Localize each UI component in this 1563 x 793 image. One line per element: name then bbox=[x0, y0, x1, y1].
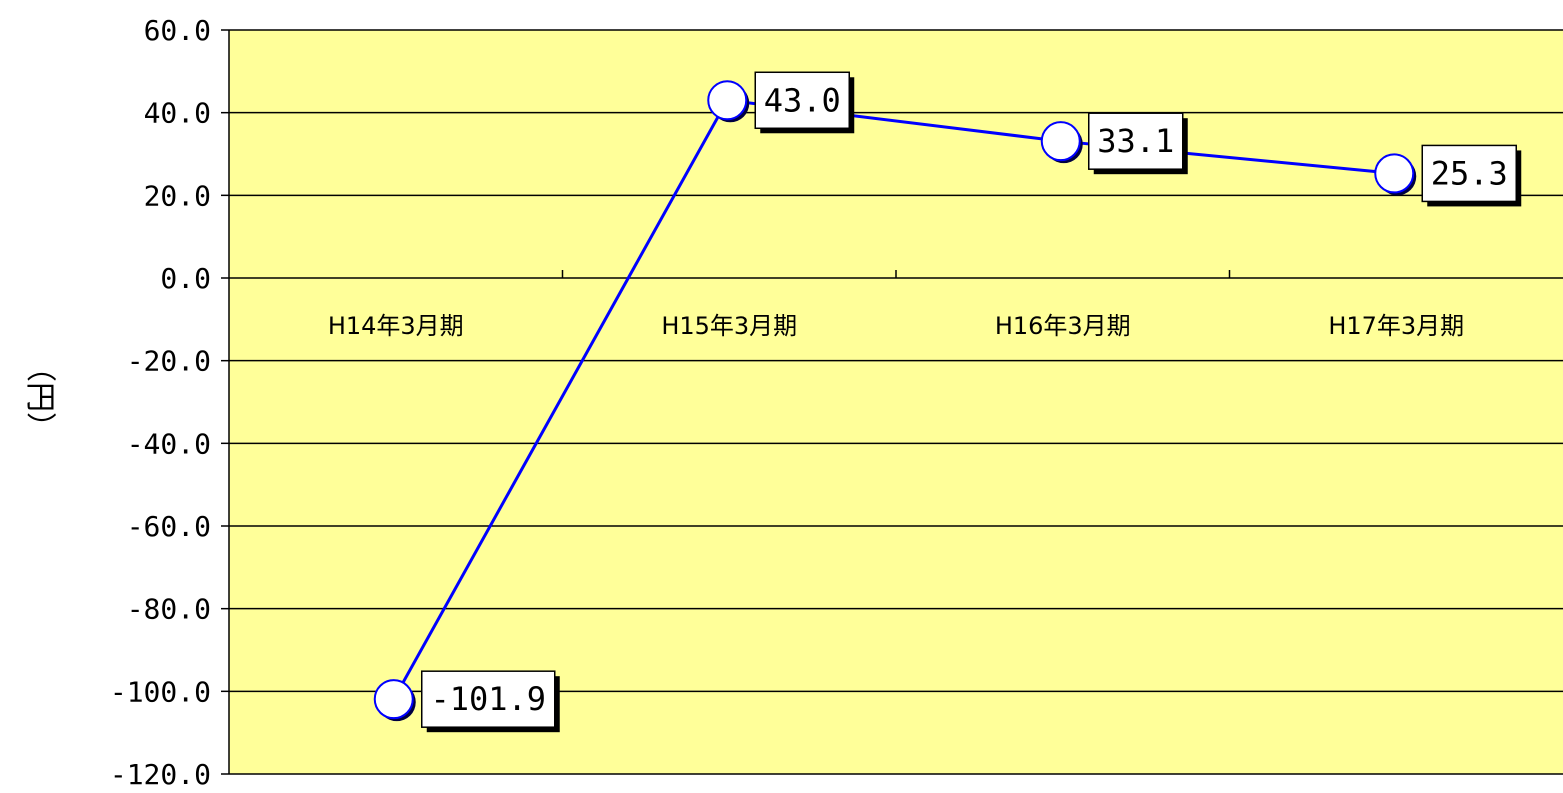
y-tick-label: -100.0 bbox=[110, 675, 211, 708]
x-axis: H14年3月期 H15年3月期 H16年3月期 H17年3月期 bbox=[328, 270, 1464, 340]
data-label: -101.9 bbox=[430, 680, 546, 718]
y-tick-label: -20.0 bbox=[127, 345, 211, 378]
x-category-label: H16年3月期 bbox=[995, 312, 1131, 340]
x-category-label: H15年3月期 bbox=[661, 312, 797, 340]
x-category-label: H14年3月期 bbox=[328, 312, 464, 340]
data-label: 33.1 bbox=[1097, 122, 1174, 160]
series-line bbox=[373, 80, 1417, 722]
data-labels: -101.9 43.0 33.1 25.3 bbox=[421, 71, 1522, 733]
data-point bbox=[707, 80, 748, 121]
y-tick-label: 60.0 bbox=[144, 14, 211, 47]
series-line-path bbox=[392, 98, 1395, 700]
data-point bbox=[1374, 153, 1415, 194]
y-axis-label: （円） bbox=[22, 352, 57, 442]
data-label: 43.0 bbox=[764, 81, 841, 119]
y-axis-ticks: 60.0 40.0 20.0 0.0 -20.0 -40.0 -60.0 -80.0 -100.… bbox=[110, 14, 230, 791]
data-label-box bbox=[1088, 112, 1184, 170]
plot-area bbox=[229, 30, 1563, 774]
data-label: 25.3 bbox=[1431, 154, 1508, 192]
data-point bbox=[1040, 121, 1081, 162]
gridlines bbox=[229, 29, 1563, 775]
y-tick-label: 40.0 bbox=[144, 97, 211, 130]
data-point bbox=[373, 679, 414, 720]
x-category-label: H17年3月期 bbox=[1328, 312, 1464, 340]
y-tick-label: -120.0 bbox=[110, 758, 211, 791]
y-tick-label: -80.0 bbox=[127, 593, 211, 626]
data-label-box bbox=[1421, 144, 1517, 203]
y-tick-label: 20.0 bbox=[144, 179, 211, 212]
data-label-box bbox=[421, 670, 556, 728]
y-tick-label: 0.0 bbox=[160, 262, 211, 295]
y-tick-label: -60.0 bbox=[127, 510, 211, 543]
y-tick-label: -40.0 bbox=[127, 427, 211, 460]
data-label-box bbox=[754, 71, 850, 130]
